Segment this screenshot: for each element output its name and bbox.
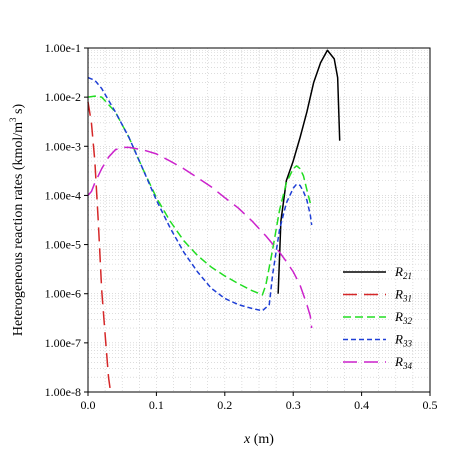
- legend-label-r32: R32: [394, 309, 412, 326]
- y-axis: 1.00e-1 1.00e-2 1.00e-3 1.00e-4 1.00e-5 1.00e…: [45, 41, 88, 399]
- legend: R21 R31 R32 R33 R34: [343, 264, 412, 371]
- y-axis-label: Heterogeneous reaction rates (kmol/m3 s): [8, 104, 26, 337]
- legend-label-r33: R33: [394, 332, 412, 349]
- y-tick-label: 1.00e-4: [45, 188, 81, 202]
- x-tick-label: 0.3: [286, 398, 301, 412]
- series-line-r33: [87, 76, 313, 312]
- series-layer: [87, 49, 341, 393]
- y-tick-label: 1.00e-7: [45, 336, 81, 350]
- y-tick-label: 1.00e-2: [45, 90, 81, 104]
- y-tick-label: 1.00e-8: [45, 385, 81, 399]
- x-tick-label: 0.4: [354, 398, 369, 412]
- y-tick-label: 1.00e-5: [45, 238, 81, 252]
- grid: [88, 48, 430, 393]
- x-tick-label: 0.1: [149, 398, 164, 412]
- y-tick-label: 1.00e-1: [45, 41, 81, 55]
- y-tick-label: 1.00e-6: [45, 287, 81, 301]
- x-tick-label: 0.0: [81, 398, 96, 412]
- x-tick-label: 0.2: [217, 398, 232, 412]
- series-line-r34: [87, 146, 313, 329]
- legend-label-r31: R31: [394, 287, 412, 304]
- legend-label-r34: R34: [394, 354, 412, 371]
- series-line-r31: [87, 101, 112, 393]
- x-tick-label: 0.5: [423, 398, 438, 412]
- x-axis-label: x (m): [243, 432, 274, 447]
- x-axis: 0.0 0.1 0.2 0.3 0.4 0.5: [81, 392, 438, 412]
- y-tick-label: 1.00e-3: [45, 139, 81, 153]
- plot-frame: [87, 47, 431, 393]
- legend-label-r21: R21: [394, 264, 412, 281]
